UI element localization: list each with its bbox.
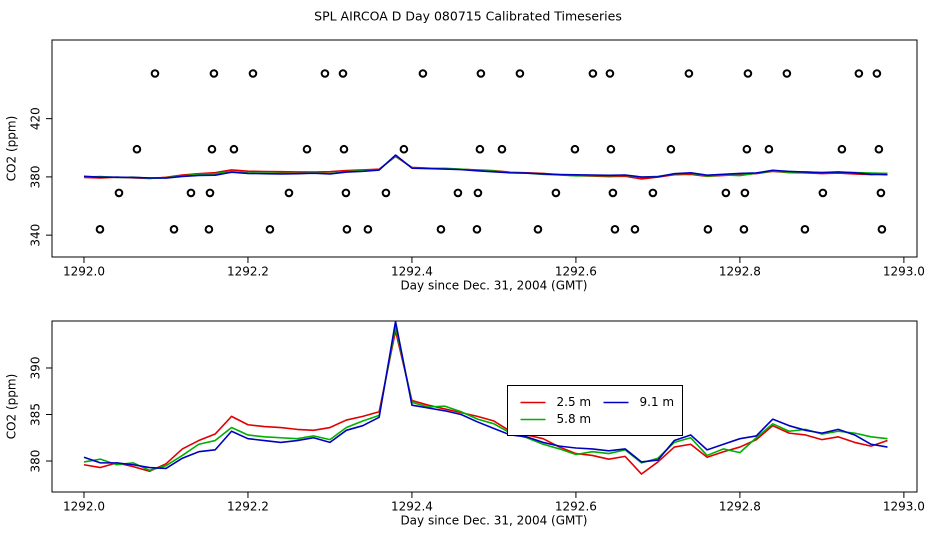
data-point: [876, 188, 886, 198]
y-tick-label: 420: [29, 107, 43, 130]
x-tick-label: 1292.4: [391, 500, 433, 514]
data-point: [497, 144, 507, 154]
data-point: [418, 69, 428, 78]
data-point: [782, 69, 792, 78]
data-point: [610, 225, 620, 234]
data-point: [453, 188, 463, 198]
data-point: [588, 69, 598, 78]
x-tick-label: 1292.8: [719, 500, 761, 514]
y-tick-label: 385: [29, 403, 43, 426]
legend-label: 2.5 m: [557, 395, 592, 409]
plot-frame: [51, 320, 918, 493]
data-point: [339, 144, 349, 154]
data-point: [551, 188, 561, 198]
data-point: [648, 188, 658, 198]
x-axis-label: Day since Dec. 31, 2004 (GMT): [400, 514, 587, 528]
data-point: [229, 144, 239, 154]
data-point: [95, 225, 105, 234]
data-point: [476, 69, 486, 78]
data-point: [608, 188, 618, 198]
data-point: [284, 188, 294, 198]
data-point: [399, 144, 409, 154]
x-tick-label: 1292.0: [63, 500, 105, 514]
data-point: [209, 69, 219, 78]
series-line: [83, 320, 888, 470]
data-point: [132, 144, 142, 154]
legend-label: 9.1 m: [640, 395, 675, 409]
legend-label: 5.8 m: [557, 412, 592, 426]
y-axis-label: CO2 (ppm): [5, 116, 19, 182]
x-tick-label: 1292.2: [227, 500, 269, 514]
y-tick-label: 340: [29, 224, 43, 247]
x-tick-label: 1293.0: [883, 500, 925, 514]
data-point: [248, 69, 258, 78]
legend-box: [507, 385, 683, 436]
data-point: [877, 225, 887, 234]
data-point: [740, 188, 750, 198]
data-point: [721, 188, 731, 198]
x-tick-label: 1292.4: [391, 265, 433, 279]
data-point: [338, 69, 348, 78]
y-tick-label: 380: [29, 450, 43, 473]
x-tick-label: 1292.0: [63, 265, 105, 279]
y-axis-label: CO2 (ppm): [5, 374, 19, 440]
data-point: [854, 69, 864, 78]
data-point: [515, 69, 525, 78]
data-point: [570, 144, 580, 154]
data-point: [837, 144, 847, 154]
data-point: [666, 144, 676, 154]
data-point: [204, 225, 214, 234]
data-point: [473, 188, 483, 198]
series-line: [83, 154, 888, 179]
data-point: [800, 225, 810, 234]
data-point: [341, 188, 351, 198]
data-point: [630, 225, 640, 234]
x-tick-label: 1292.6: [555, 265, 597, 279]
data-point: [302, 144, 312, 154]
data-point: [205, 188, 215, 198]
data-point: [150, 69, 160, 78]
data-point: [818, 188, 828, 198]
data-point: [533, 225, 543, 234]
data-point: [684, 69, 694, 78]
data-point: [436, 225, 446, 234]
data-point: [872, 69, 882, 78]
data-point: [342, 225, 352, 234]
x-axis-label: Day since Dec. 31, 2004 (GMT): [400, 279, 587, 293]
data-point: [186, 188, 196, 198]
data-point: [606, 144, 616, 154]
chart-title: SPL AIRCOA D Day 080715 Calibrated Times…: [314, 9, 622, 24]
data-point: [472, 225, 482, 234]
x-tick-label: 1292.6: [555, 500, 597, 514]
data-point: [743, 69, 753, 78]
data-point: [475, 144, 485, 154]
x-tick-label: 1292.2: [227, 265, 269, 279]
x-tick-label: 1292.8: [719, 265, 761, 279]
data-point: [703, 225, 713, 234]
data-point: [381, 188, 391, 198]
data-point: [320, 69, 330, 78]
data-point: [742, 144, 752, 154]
data-point: [207, 144, 217, 154]
y-tick-label: 380: [29, 165, 43, 188]
data-point: [605, 69, 615, 78]
series-line: [83, 325, 888, 472]
y-tick-label: 390: [29, 357, 43, 380]
data-point: [363, 225, 373, 234]
data-point: [114, 188, 124, 198]
x-tick-label: 1293.0: [883, 265, 925, 279]
series-line: [83, 329, 888, 475]
data-point: [265, 225, 275, 234]
data-point: [764, 144, 774, 154]
data-point: [169, 225, 179, 234]
data-point: [874, 144, 884, 154]
data-point: [739, 225, 749, 234]
